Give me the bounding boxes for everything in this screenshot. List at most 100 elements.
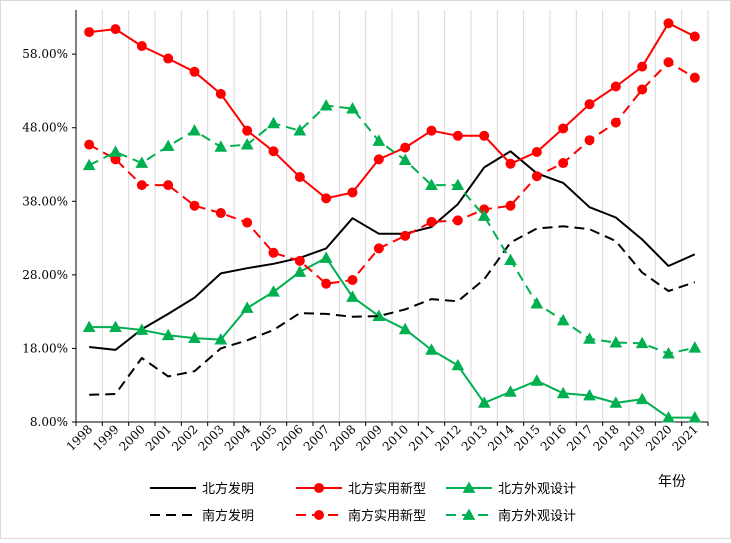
data-point <box>321 193 332 204</box>
data-point <box>530 297 544 309</box>
series-line <box>89 150 696 351</box>
series-line <box>89 256 695 419</box>
legend-label: 北方实用新型 <box>348 481 426 497</box>
series-4 <box>89 225 696 396</box>
legend-item: 南方实用新型 <box>296 508 426 524</box>
data-point <box>663 18 674 29</box>
legend-label: 南方实用新型 <box>348 508 426 524</box>
series-line <box>89 225 696 396</box>
data-point <box>452 130 463 141</box>
data-point <box>425 343 438 355</box>
data-point <box>477 209 491 221</box>
data-point <box>504 253 517 266</box>
legend-item: 北方外观设计 <box>446 481 576 497</box>
data-point <box>373 154 384 165</box>
data-point <box>452 215 463 226</box>
data-point <box>215 88 226 99</box>
data-point <box>426 125 437 136</box>
data-point <box>609 396 623 408</box>
data-point <box>314 483 324 493</box>
legend-label: 南方发明 <box>202 508 254 524</box>
data-point <box>163 53 174 64</box>
legend-label: 北方外观设计 <box>498 481 576 497</box>
data-point <box>346 290 359 302</box>
series-1 <box>89 150 696 351</box>
data-point <box>662 347 675 359</box>
y-tick-label: 48.00% <box>22 121 68 135</box>
data-point <box>188 124 201 136</box>
data-point <box>635 392 649 405</box>
data-point <box>109 145 122 157</box>
data-point <box>136 41 147 52</box>
y-tick-label: 18.00% <box>22 341 68 355</box>
y-tick-label: 8.00% <box>30 415 68 429</box>
data-point <box>504 385 517 397</box>
data-point <box>530 374 544 386</box>
data-point <box>346 102 359 114</box>
legend-label: 北方发明 <box>202 481 254 497</box>
data-point <box>242 125 253 136</box>
data-point <box>505 158 516 169</box>
data-point <box>637 61 648 72</box>
x-axis-label: 年份 <box>658 474 686 490</box>
series-5 <box>84 57 700 289</box>
data-point <box>637 84 648 95</box>
data-point <box>189 200 200 211</box>
data-point <box>163 180 174 191</box>
data-point <box>531 146 542 157</box>
data-point <box>347 275 358 286</box>
data-point <box>610 81 621 92</box>
data-point <box>583 388 596 401</box>
data-point <box>688 411 702 423</box>
data-point <box>135 156 149 168</box>
series-3 <box>82 251 702 423</box>
data-point <box>662 411 675 423</box>
data-point <box>462 508 476 520</box>
data-point <box>398 153 412 165</box>
data-point <box>556 386 570 399</box>
data-point <box>400 142 411 153</box>
data-point <box>82 158 96 171</box>
data-point <box>240 301 254 313</box>
data-point <box>268 247 279 258</box>
data-point <box>663 57 674 68</box>
data-point <box>584 99 595 110</box>
y-tick-label: 58.00% <box>22 47 68 61</box>
data-point <box>451 178 465 190</box>
legend-item: 南方外观设计 <box>446 508 576 524</box>
legend-label: 南方外观设计 <box>498 508 576 524</box>
data-point <box>314 510 324 520</box>
data-point <box>347 187 358 198</box>
data-point <box>188 331 201 344</box>
data-point <box>294 255 305 266</box>
data-point <box>161 139 175 152</box>
data-point <box>268 146 279 157</box>
data-point <box>398 322 412 335</box>
data-point <box>109 320 122 332</box>
data-point <box>319 99 333 111</box>
data-point <box>321 278 332 289</box>
data-point <box>400 230 411 241</box>
data-point <box>462 481 476 493</box>
data-point <box>583 332 596 344</box>
data-point <box>267 116 280 129</box>
data-point <box>136 180 147 191</box>
data-point <box>293 265 307 277</box>
y-tick-label: 28.00% <box>22 268 68 282</box>
data-point <box>610 117 621 128</box>
data-point <box>319 251 333 263</box>
data-point <box>214 333 228 345</box>
data-point <box>688 341 702 353</box>
data-point <box>609 336 623 348</box>
data-point <box>689 72 700 83</box>
data-point <box>505 200 516 211</box>
data-point <box>635 336 649 349</box>
data-point <box>558 158 569 169</box>
series-group <box>82 18 702 423</box>
data-point <box>110 24 121 35</box>
series-6 <box>82 99 702 359</box>
data-point <box>477 396 491 408</box>
data-point <box>267 285 280 297</box>
